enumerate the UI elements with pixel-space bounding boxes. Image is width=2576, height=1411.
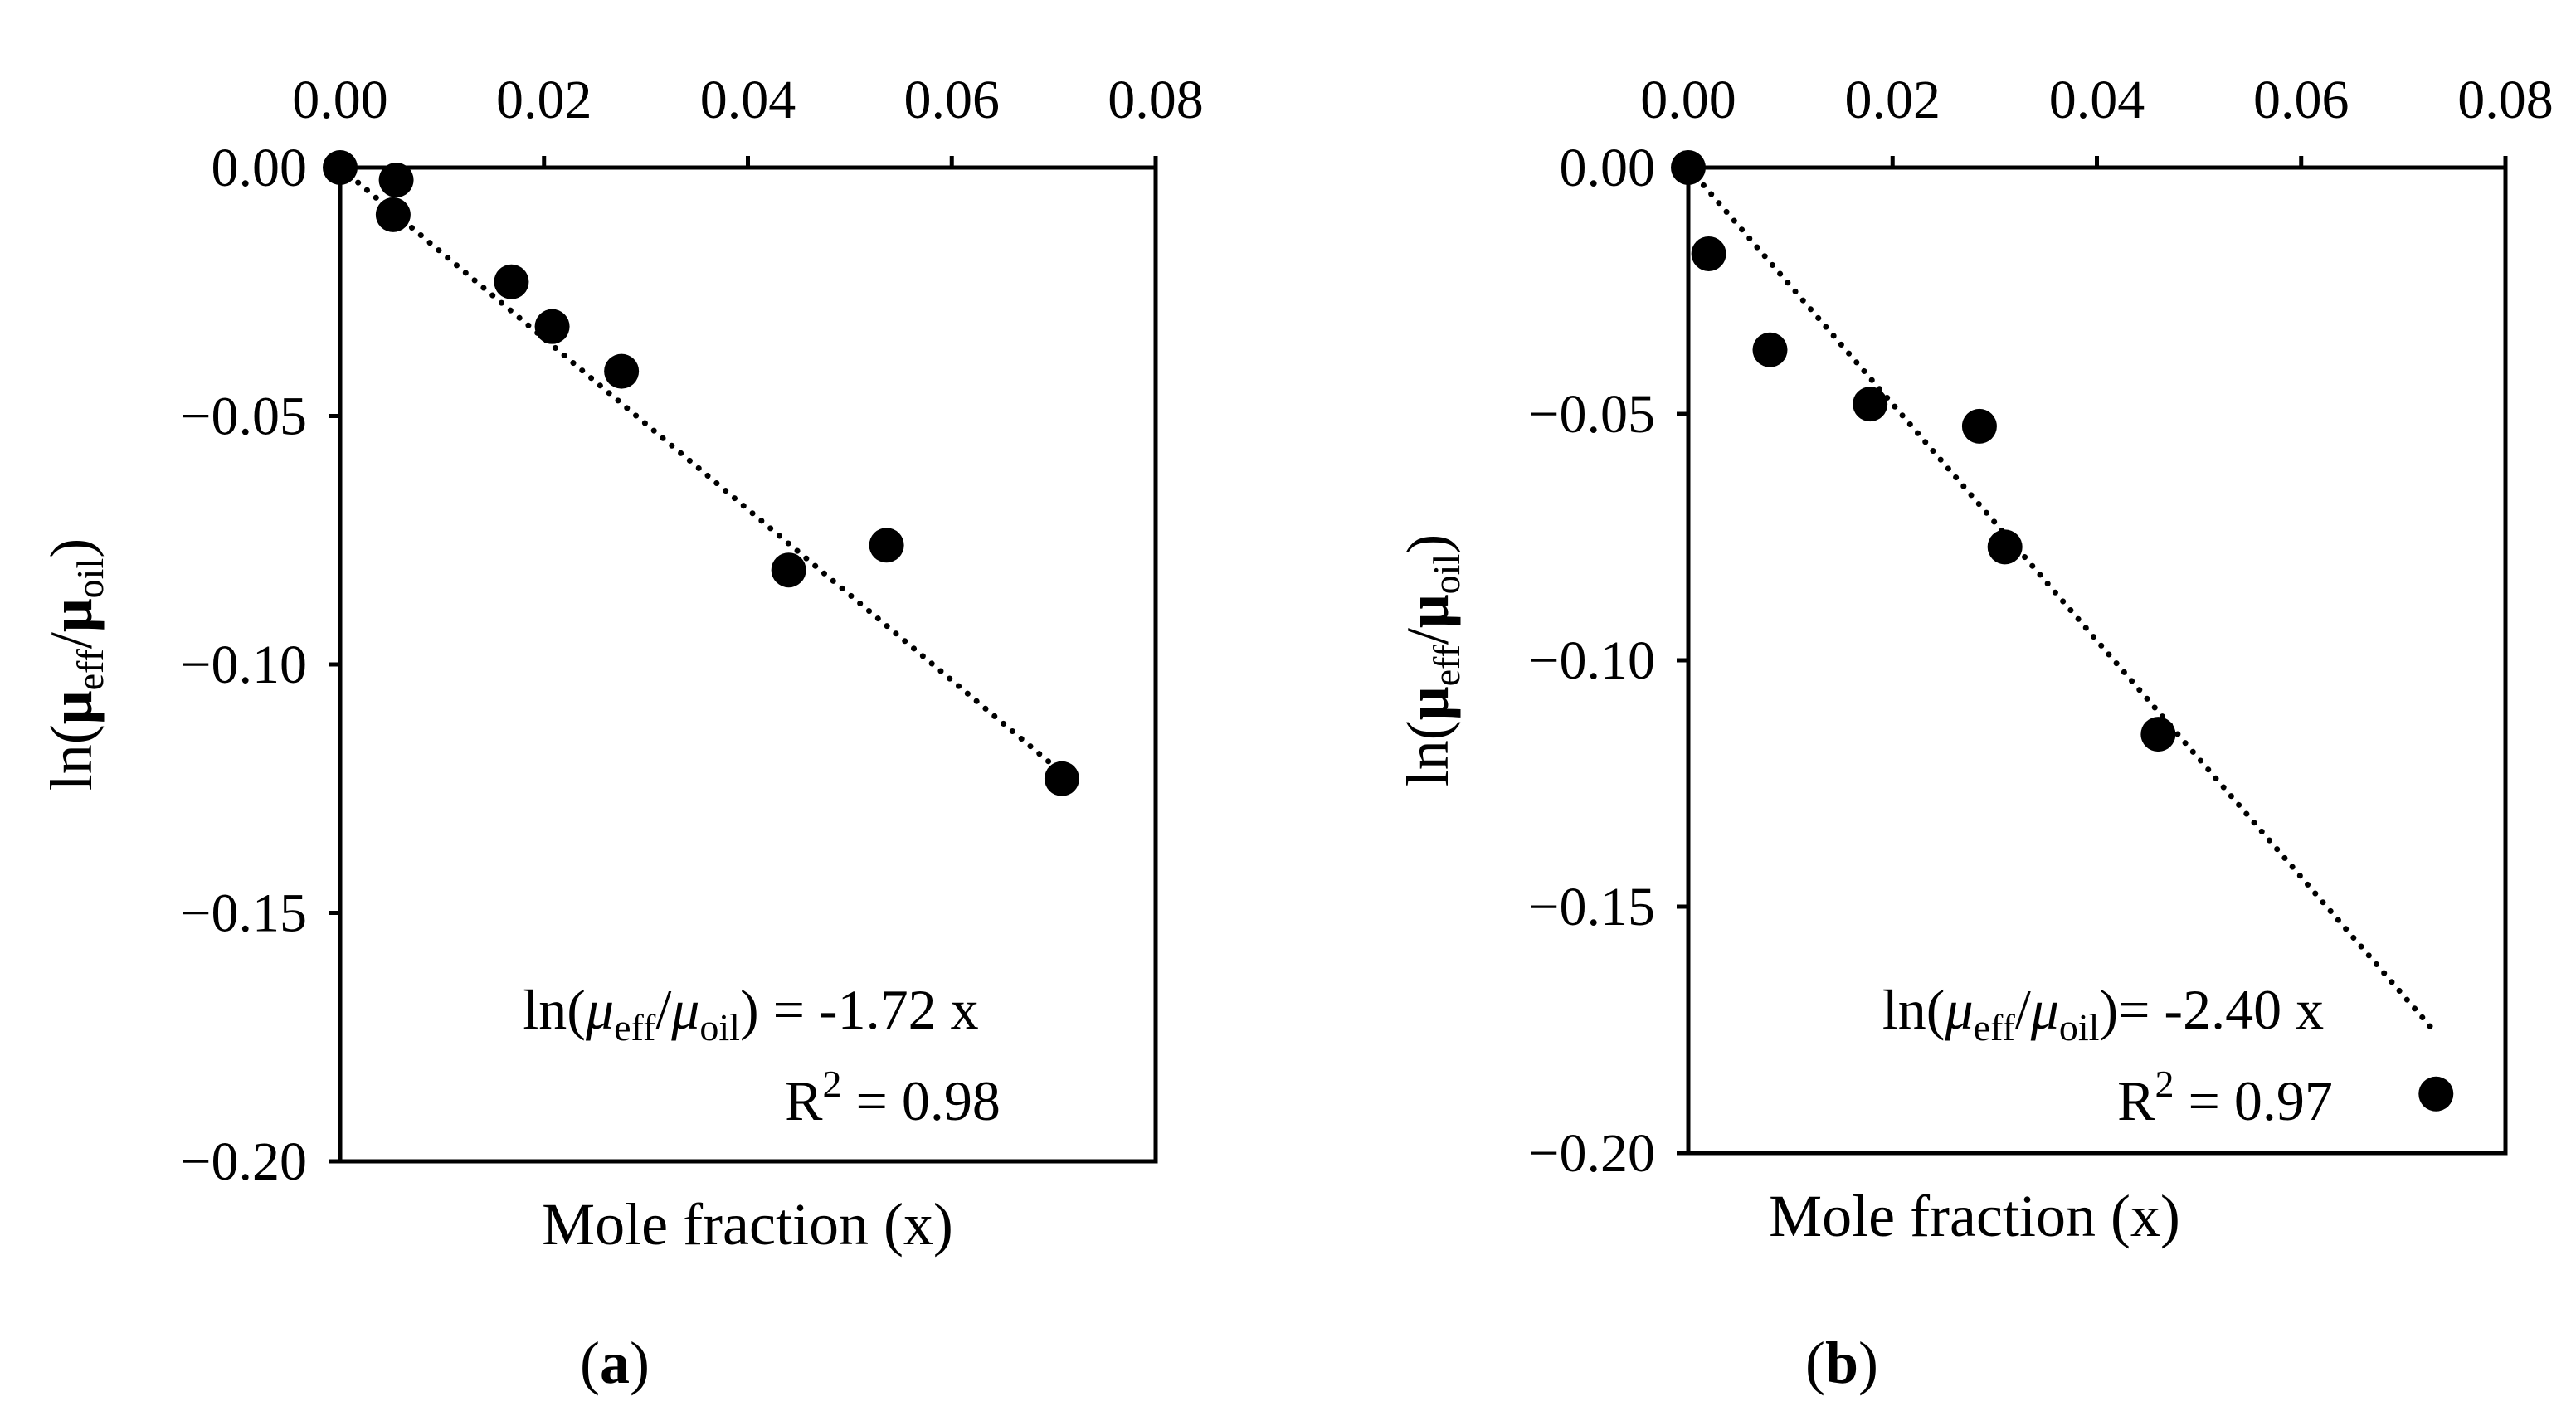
data-point (771, 552, 806, 588)
x-tick-label: 0.02 (496, 70, 592, 130)
data-point (378, 162, 414, 197)
x-tick-label: 0.08 (1108, 70, 1204, 130)
data-point (323, 150, 358, 185)
panel-a: 0.00 0.02 0.04 0.06 0.08 0.00 −0.05 −0.10 −0.15 −… (38, 70, 1204, 1396)
x-tick-label: 0.00 (1640, 70, 1736, 130)
data-point (1671, 150, 1706, 185)
y-tick-label: −0.10 (1528, 630, 1655, 691)
y-tick-label: −0.20 (1528, 1123, 1655, 1184)
trend-line (337, 164, 1065, 776)
data-point (375, 197, 411, 232)
plot-frame (1686, 165, 2508, 1156)
equation-label: ln(μeff/μoil)= -2.40 x (1882, 978, 2324, 1049)
data-point (1691, 236, 1726, 271)
x-tick-label: 0.04 (2049, 70, 2145, 130)
y-axis-title: ln(μeff/μoil) (1395, 534, 1468, 786)
y-tick-label: −0.15 (1528, 877, 1655, 937)
data-point (1044, 761, 1079, 796)
data-point (1987, 529, 2023, 565)
data-point (1752, 332, 1788, 367)
y-tick-label: −0.10 (180, 635, 307, 695)
trend-line (1685, 164, 2439, 1037)
panel-label: (a) (580, 1330, 650, 1396)
y-tick-label: −0.05 (180, 387, 307, 447)
y-tick-label: −0.15 (180, 883, 307, 944)
y-tick-label: −0.05 (1528, 384, 1655, 445)
r-squared-label: R2 = 0.98 (785, 1063, 1001, 1132)
x-tick-label: 0.06 (2253, 70, 2350, 130)
panel-label: (b) (1805, 1330, 1878, 1396)
x-tick-label: 0.02 (1845, 70, 1941, 130)
data-point (1961, 408, 1997, 444)
y-axis-title: ln(μeff/μoil) (38, 538, 111, 791)
x-tick-label: 0.04 (700, 70, 796, 130)
x-tick-label: 0.00 (292, 70, 388, 130)
data-point (2418, 1076, 2454, 1112)
y-tick-label: 0.00 (212, 138, 308, 198)
data-point (534, 309, 570, 344)
x-tick-label: 0.06 (904, 70, 1001, 130)
data-point (869, 528, 904, 563)
x-tick-label: 0.08 (2457, 70, 2554, 130)
panel-b: 0.00 0.02 0.04 0.06 0.08 0.00 −0.05 −0.10 −0.15 −… (1395, 70, 2554, 1396)
data-point (1853, 387, 1888, 422)
data-point (2140, 717, 2176, 752)
data-point (604, 353, 640, 389)
y-tick-label: −0.20 (180, 1131, 307, 1192)
r-squared-label: R2 = 0.97 (2117, 1063, 2333, 1132)
x-axis-title: Mole fraction (x) (542, 1191, 953, 1258)
y-tick-label: 0.00 (1560, 138, 1656, 198)
equation-label: ln(μeff/μoil) = -1.72 x (523, 978, 978, 1049)
data-point (494, 264, 529, 299)
x-axis-title: Mole fraction (x) (1769, 1183, 2180, 1249)
